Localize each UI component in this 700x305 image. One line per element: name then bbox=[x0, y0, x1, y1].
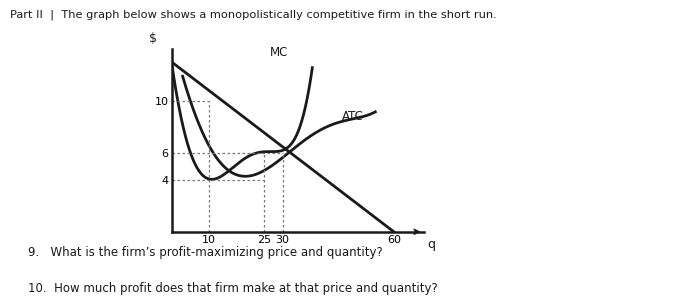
Text: ATC: ATC bbox=[342, 110, 364, 123]
Text: 10.  How much profit does that firm make at that price and quantity?: 10. How much profit does that firm make … bbox=[28, 282, 438, 295]
Text: $: $ bbox=[148, 32, 157, 45]
Text: Part II  |  The graph below shows a monopolistically competitive firm in the sho: Part II | The graph below shows a monopo… bbox=[10, 9, 497, 20]
Text: MC: MC bbox=[270, 46, 288, 59]
Text: q: q bbox=[427, 239, 435, 251]
Text: 9.   What is the firm’s profit-maximizing price and quantity?: 9. What is the firm’s profit-maximizing … bbox=[28, 246, 383, 259]
